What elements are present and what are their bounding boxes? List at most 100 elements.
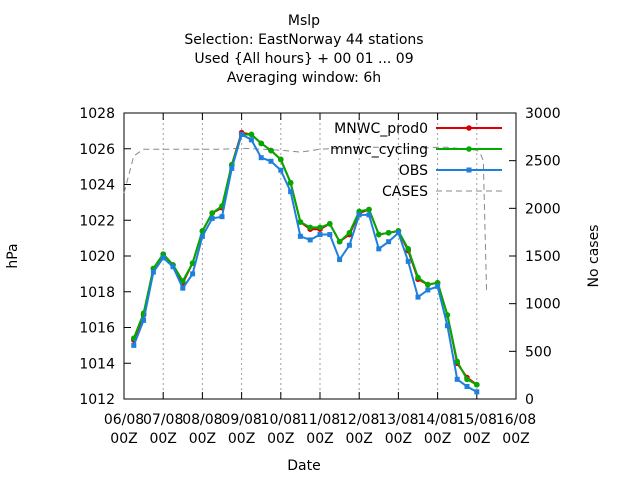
data-point (229, 165, 235, 171)
data-point (287, 179, 294, 186)
y-tick-label: 1020 (79, 249, 115, 265)
data-point (474, 381, 480, 388)
x-tick-label-time: 00Z (306, 431, 333, 447)
data-point (258, 140, 265, 147)
x-tick-label-time: 00Z (502, 431, 529, 447)
x-tick-label-time: 00Z (424, 431, 451, 447)
x-tick-label: 10/08 (261, 412, 301, 428)
y-tick-label: 1022 (79, 213, 115, 229)
plot-frame (123, 112, 517, 400)
series-line (123, 146, 488, 293)
data-point (405, 258, 411, 264)
legend-label: OBS (399, 163, 428, 179)
data-point (425, 287, 431, 293)
data-point (415, 274, 421, 281)
data-point (219, 214, 225, 220)
series-layer (123, 129, 488, 395)
data-point (336, 238, 343, 245)
y2-tick-label: 500 (525, 344, 552, 360)
data-point (307, 224, 314, 231)
data-point (376, 231, 382, 238)
data-point (464, 383, 470, 389)
data-point (405, 246, 412, 252)
data-point (141, 317, 147, 323)
data-point (385, 229, 392, 236)
title-line: Selection: EastNorway 44 stations (184, 32, 423, 48)
data-point (189, 260, 196, 266)
data-point (199, 233, 205, 239)
x-tick-label-time: 00Z (345, 431, 372, 447)
data-point (395, 230, 401, 236)
x-tick-label: 16/08 (496, 412, 536, 428)
x-tick-label: 06/08 (104, 412, 144, 428)
data-point (190, 271, 196, 277)
legend-label: mnwc_cycling (330, 142, 428, 158)
data-point (209, 210, 215, 216)
legend: MNWC_prod0 mnwc_cycling OBS CASES (330, 121, 502, 200)
data-point (327, 232, 333, 238)
y-tick-label: 1028 (79, 106, 115, 122)
x-tick-label: 11/08 (300, 412, 340, 428)
data-point (337, 257, 343, 263)
data-point (327, 221, 333, 227)
y2-tick-label: 1500 (525, 249, 561, 265)
data-point (278, 167, 284, 173)
data-point (386, 239, 392, 245)
x-axis-label: Date (287, 458, 320, 474)
legend-label: CASES (382, 184, 428, 200)
data-point (258, 155, 264, 161)
data-point (248, 131, 255, 138)
y-tick-label: 1024 (79, 178, 115, 194)
y2-tick-label: 2500 (525, 154, 561, 170)
x-tick-label: 09/08 (221, 412, 261, 428)
data-point (366, 212, 372, 218)
y-tick-label: 1016 (79, 321, 115, 337)
data-point (248, 137, 254, 143)
y2-tick-label: 2000 (525, 201, 561, 217)
series-mnwc-cycling (131, 131, 480, 388)
data-point (444, 323, 450, 329)
y2-tick-label: 1000 (525, 297, 561, 313)
data-point (307, 237, 313, 243)
x-tick-label-time: 00Z (189, 431, 216, 447)
legend-marker (466, 146, 472, 152)
y2-tick-label: 0 (525, 392, 534, 408)
data-point (464, 376, 470, 383)
data-point (209, 215, 215, 221)
y-tick-label: 1026 (79, 142, 115, 158)
x-tick-label-time: 00Z (463, 431, 490, 447)
x-tick-label-time: 00Z (385, 431, 412, 447)
y-axis-label: hPa (5, 243, 21, 268)
title-line: Mslp (288, 13, 320, 29)
x-tick-label-time: 00Z (267, 431, 294, 447)
legend-label: MNWC_prod0 (334, 121, 428, 137)
data-point (150, 269, 156, 275)
x-tick-label: 14/08 (417, 412, 457, 428)
axes: 1012 1014 1016 1018 1020 1022 1024 1026 1028 0 500… (79, 106, 560, 447)
y-tick-label: 1012 (79, 392, 115, 408)
x-tick-label: 13/08 (378, 412, 418, 428)
data-point (454, 358, 461, 365)
data-point (425, 281, 431, 288)
y2-axis-label: No cases (586, 225, 602, 288)
title-line: Averaging window: 6h (227, 70, 381, 86)
x-tick-label-time: 00Z (149, 431, 176, 447)
x-tick-label-time: 00Z (228, 431, 255, 447)
data-point (131, 342, 137, 348)
data-point (356, 212, 362, 218)
data-point (297, 233, 303, 239)
data-point (297, 219, 304, 225)
data-point (180, 278, 186, 284)
data-point (288, 189, 294, 195)
grid (162, 113, 478, 399)
y2-tick-label: 3000 (525, 106, 561, 122)
series-obs (131, 131, 480, 395)
data-point (435, 283, 441, 289)
data-point (268, 147, 274, 154)
data-point (180, 285, 186, 291)
series-cases (123, 146, 488, 293)
data-point (160, 255, 166, 261)
data-point (346, 242, 352, 248)
